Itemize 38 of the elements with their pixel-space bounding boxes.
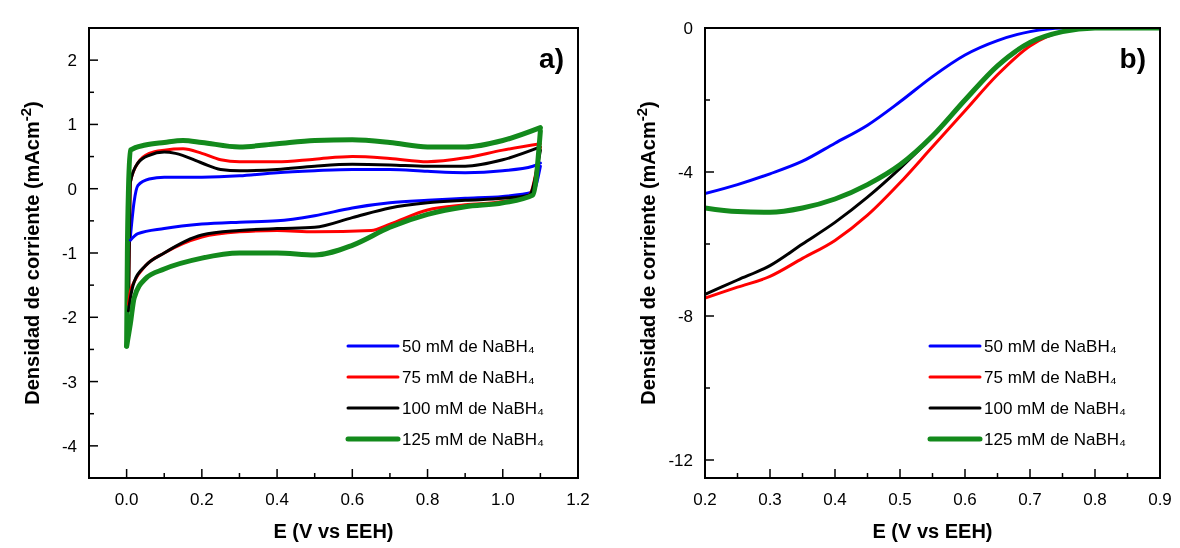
y-tick-label: -4 bbox=[61, 436, 77, 456]
legend-label: 50 mM de NaBH₄ bbox=[984, 336, 1117, 356]
x-axis-title: E (V vs EEH) bbox=[273, 520, 394, 542]
x-tick-label: 0.6 bbox=[340, 490, 365, 509]
x-tick-label: 0.5 bbox=[888, 490, 912, 509]
annotation: b) bbox=[1119, 43, 1146, 74]
x-tick-label: 0.2 bbox=[693, 490, 717, 509]
x-tick-label: 0.4 bbox=[823, 490, 847, 509]
x-tick-label: 0.4 bbox=[265, 490, 289, 509]
x-tick-label: 0.2 bbox=[190, 490, 214, 509]
legend-label: 100 mM de NaBH₄ bbox=[984, 398, 1127, 418]
x-tick-label: 1.2 bbox=[566, 490, 590, 509]
y-tick-label: -12 bbox=[668, 450, 693, 470]
y-tick-label: 2 bbox=[67, 51, 77, 71]
x-tick-label: 0.8 bbox=[415, 490, 440, 509]
x-axis-title: E (V vs EEH) bbox=[872, 520, 993, 542]
x-tick-label: 0.6 bbox=[953, 490, 977, 509]
x-tick-label: 0.3 bbox=[758, 490, 782, 509]
legend-label: 100 mM de NaBH₄ bbox=[402, 398, 545, 418]
legend-label: 50 mM de NaBH₄ bbox=[402, 336, 535, 356]
y-tick-label: -2 bbox=[61, 308, 77, 328]
y-tick-label: -4 bbox=[677, 162, 693, 182]
y-tick-label: 1 bbox=[67, 115, 77, 135]
x-tick-label: 0.7 bbox=[1018, 490, 1042, 509]
legend-label: 125 mM de NaBH₄ bbox=[402, 429, 545, 449]
x-tick-label: 0.9 bbox=[1148, 490, 1172, 509]
y-tick-label: -1 bbox=[61, 243, 77, 263]
annotation: a) bbox=[539, 43, 564, 74]
legend-label: 75 mM de NaBH₄ bbox=[984, 367, 1117, 387]
legend-label: 75 mM de NaBH₄ bbox=[402, 367, 535, 387]
y-tick-label: -8 bbox=[677, 306, 693, 326]
x-tick-label: 0.8 bbox=[1083, 490, 1107, 509]
x-tick-label: 1.0 bbox=[490, 490, 515, 509]
y-tick-label: 0 bbox=[67, 179, 77, 199]
x-tick-label: 0.0 bbox=[114, 490, 139, 509]
y-tick-label: 0 bbox=[683, 18, 693, 38]
legend-label: 125 mM de NaBH₄ bbox=[984, 429, 1127, 449]
y-tick-label: -3 bbox=[61, 372, 77, 392]
